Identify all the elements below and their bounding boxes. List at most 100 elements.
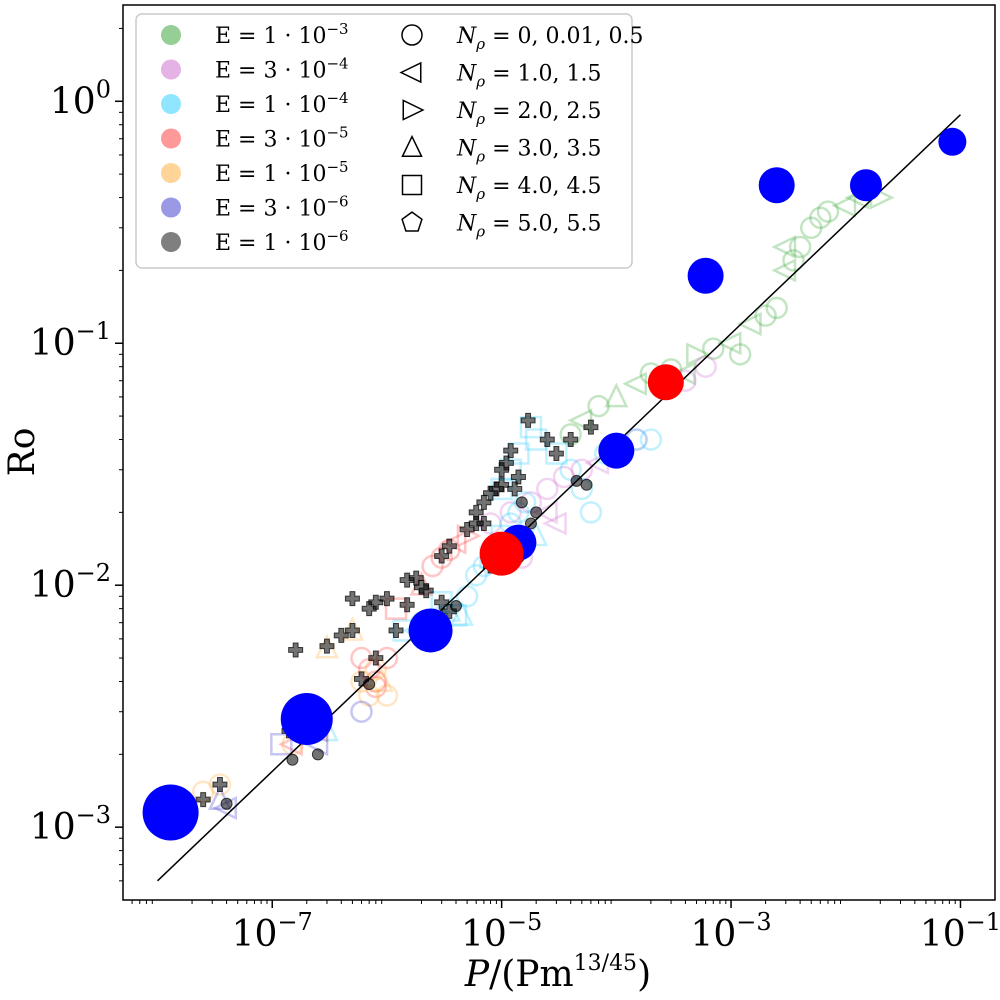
highlight-points bbox=[142, 127, 967, 841]
data-point bbox=[195, 792, 211, 808]
data-point bbox=[220, 797, 233, 810]
legend-marker-triangle-right bbox=[402, 99, 425, 121]
data-point bbox=[563, 432, 579, 448]
y-tick-label: 10−3 bbox=[30, 801, 111, 848]
legend-color-swatch bbox=[161, 163, 181, 183]
data-point bbox=[368, 650, 384, 666]
data-point bbox=[639, 428, 663, 451]
highlight-point bbox=[142, 784, 199, 841]
x-tick-label: 10−1 bbox=[920, 908, 1000, 955]
data-point bbox=[388, 622, 404, 638]
data-point bbox=[736, 312, 762, 337]
legend-marker-label: Nρ = 0, 0.01, 0.5 bbox=[456, 24, 643, 53]
highlight-point bbox=[647, 364, 684, 401]
data-point bbox=[520, 412, 536, 428]
legend-color-swatch bbox=[161, 128, 181, 149]
legend-marker-pentagon bbox=[401, 211, 423, 232]
data-point bbox=[771, 234, 797, 259]
legend-marker-label: Nρ = 4.0, 4.5 bbox=[456, 174, 601, 203]
data-point bbox=[816, 200, 840, 223]
y-tick-label: 10−1 bbox=[30, 317, 111, 364]
data-point bbox=[530, 506, 543, 519]
data-point bbox=[799, 216, 823, 240]
y-axis-title: Ro bbox=[2, 428, 43, 477]
legend-marker-triangle-up bbox=[401, 134, 423, 157]
major-ticks bbox=[115, 100, 962, 908]
data-point bbox=[212, 777, 228, 793]
legend-marker-circle bbox=[401, 24, 423, 46]
highlight-point bbox=[687, 257, 724, 294]
data-point bbox=[498, 455, 514, 471]
highlight-point bbox=[280, 692, 333, 745]
data-point bbox=[580, 478, 593, 491]
legend-color-label: E = 3 · 10−4 bbox=[215, 55, 349, 84]
x-tick-label: 10−7 bbox=[232, 908, 313, 955]
data-point bbox=[532, 500, 558, 525]
y-tick-label: 100 bbox=[50, 75, 111, 122]
legend: E = 1 · 10−3 E = 3 · 10−4 E = 1 · 10−4 E = … bbox=[135, 13, 643, 269]
data-point bbox=[494, 477, 510, 493]
data-point bbox=[288, 642, 304, 658]
x-tick-label: 10−3 bbox=[690, 908, 771, 955]
data-point bbox=[515, 496, 528, 509]
legend-color-swatch bbox=[161, 25, 181, 45]
x-tick-label: 10−5 bbox=[461, 908, 542, 955]
data-point bbox=[782, 249, 805, 272]
data-point bbox=[536, 477, 559, 501]
legend-color-swatch bbox=[161, 94, 181, 114]
data-point bbox=[344, 591, 360, 607]
y-tick-label: 10−2 bbox=[30, 559, 111, 606]
legend-color-label: E = 3 · 10−6 bbox=[215, 193, 349, 222]
data-point bbox=[765, 296, 788, 320]
data-point bbox=[399, 597, 415, 613]
data-point bbox=[450, 600, 463, 613]
data-point bbox=[583, 419, 599, 435]
data-point bbox=[476, 515, 492, 531]
data-point bbox=[350, 700, 373, 723]
data-point bbox=[459, 521, 475, 537]
data-point bbox=[384, 597, 408, 620]
highlight-point bbox=[938, 127, 967, 156]
data-point bbox=[754, 304, 777, 327]
data-point bbox=[286, 753, 299, 766]
data-point bbox=[728, 343, 752, 366]
data-point bbox=[579, 501, 603, 524]
highlight-point bbox=[849, 169, 882, 202]
data-point bbox=[587, 394, 610, 418]
data-point bbox=[361, 601, 377, 617]
data-point bbox=[319, 638, 335, 654]
plot-frame bbox=[122, 4, 996, 901]
legend-color-label: E = 3 · 10−5 bbox=[215, 124, 349, 153]
data-point bbox=[788, 235, 812, 259]
data-point bbox=[499, 501, 522, 524]
data-point bbox=[434, 548, 450, 564]
legend-color-label: E = 1 · 10−3 bbox=[215, 20, 349, 49]
data-point bbox=[831, 193, 857, 218]
data-point bbox=[369, 667, 394, 692]
data-point bbox=[421, 554, 444, 578]
data-point bbox=[809, 206, 832, 230]
legend-marker-square bbox=[401, 174, 423, 196]
data-point bbox=[545, 442, 568, 465]
data-point bbox=[468, 504, 484, 520]
legend-marker-label: Nρ = 1.0, 1.5 bbox=[456, 62, 601, 91]
data-point bbox=[449, 601, 474, 626]
data-point bbox=[771, 258, 797, 283]
data-point bbox=[539, 432, 555, 448]
data-point bbox=[208, 773, 232, 796]
legend-frame bbox=[135, 13, 633, 269]
data-point bbox=[464, 563, 488, 587]
data-point bbox=[622, 371, 648, 396]
data-point bbox=[379, 591, 395, 607]
legend-color-swatch bbox=[161, 59, 181, 80]
highlight-point bbox=[479, 531, 524, 576]
legend-color-label: E = 1 · 10−6 bbox=[215, 227, 349, 256]
fit-line-group bbox=[157, 114, 961, 882]
data-point bbox=[524, 428, 548, 451]
legend-marker-label: Nρ = 3.0, 3.5 bbox=[456, 137, 601, 166]
data-point bbox=[430, 546, 453, 569]
data-point bbox=[441, 538, 457, 554]
data-point bbox=[333, 627, 349, 643]
highlight-point bbox=[758, 167, 795, 204]
